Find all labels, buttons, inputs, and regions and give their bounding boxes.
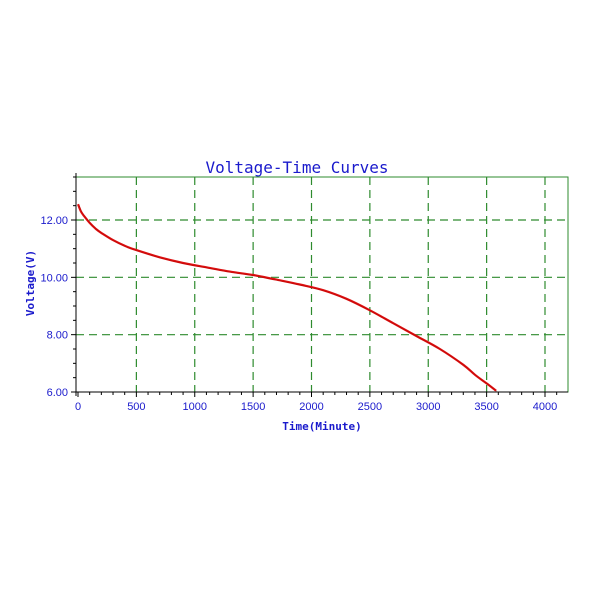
x-axis-label: Time(Minute) [282, 420, 361, 433]
chart-title: Voltage-Time Curves [205, 158, 388, 177]
y-tick-label: 6.00 [47, 387, 68, 399]
x-tick-label: 2500 [358, 401, 382, 413]
y-tick-label: 10.00 [40, 272, 68, 284]
x-tick-label: 1000 [183, 401, 207, 413]
grid [76, 177, 568, 392]
x-tick-label: 500 [127, 401, 145, 413]
series-line-shadow [78, 204, 498, 392]
x-tick-label: 3000 [416, 401, 440, 413]
y-axis-label: Voltage(V) [24, 250, 37, 316]
x-tick-label: 2000 [299, 401, 323, 413]
axes: 0 500 1000 1500 2000 2500 3000 3500 4000 6.00 8.00… [40, 173, 568, 413]
x-tick-label: 0 [75, 401, 81, 413]
x-tick-label: 4000 [533, 401, 557, 413]
x-tick-label: 3500 [474, 401, 498, 413]
y-tick-label: 8.00 [47, 330, 68, 342]
x-tick-label: 1500 [241, 401, 265, 413]
series-layer [76, 203, 498, 392]
plot-frame [75, 176, 569, 393]
series-line [76, 203, 497, 392]
y-tick-label: 12.00 [40, 215, 68, 227]
